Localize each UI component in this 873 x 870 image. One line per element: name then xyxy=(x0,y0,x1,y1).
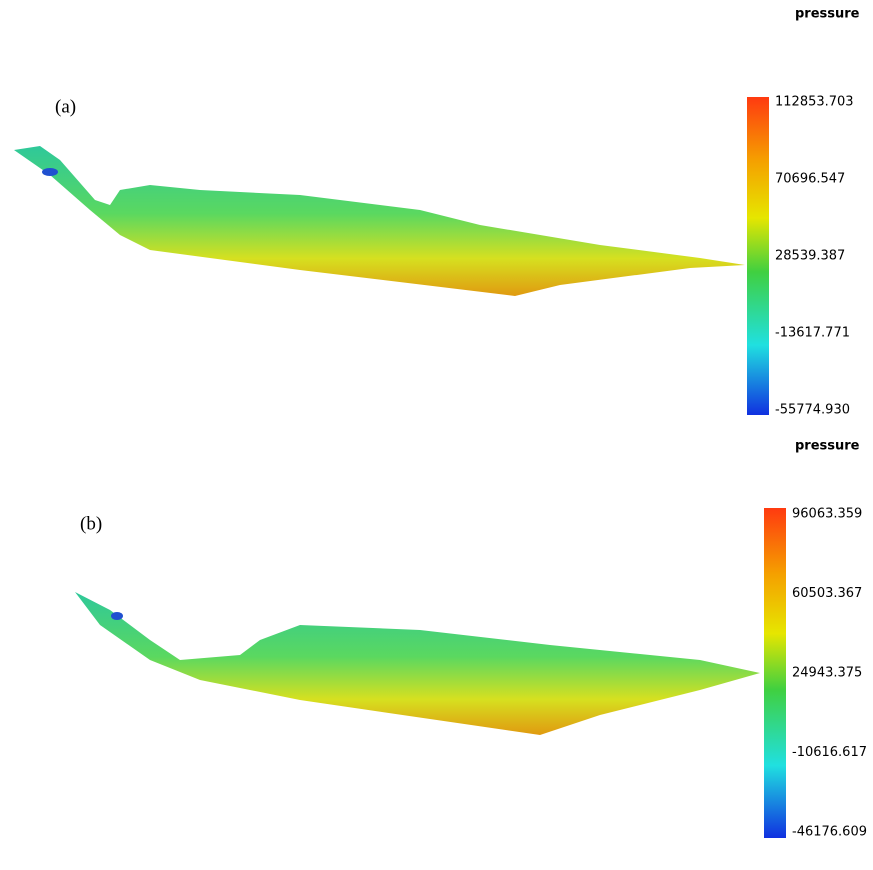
colorbar-tick-label: 112853.703 xyxy=(775,95,854,110)
colorbar-title: pressure xyxy=(795,7,860,22)
panel-label: (a) xyxy=(55,96,76,117)
panel-label: (b) xyxy=(80,513,102,534)
colorbar xyxy=(764,508,786,838)
colorbar-tick-label: 96063.359 xyxy=(792,507,862,522)
domain-shape xyxy=(14,146,745,296)
domain-shape xyxy=(75,592,760,735)
low-pressure-spot xyxy=(42,168,58,176)
colorbar xyxy=(747,97,769,415)
colorbar-tick-label: -46176.609 xyxy=(792,825,867,840)
colorbar-tick-label: -55774.930 xyxy=(775,403,850,418)
colorbar-tick-label: -10616.617 xyxy=(792,745,867,760)
colorbar-tick-label: 70696.547 xyxy=(775,172,845,187)
low-pressure-spot xyxy=(111,612,123,620)
colorbar-tick-label: -13617.771 xyxy=(775,326,850,341)
colorbar-tick-label: 60503.367 xyxy=(792,586,862,601)
colorbar-tick-label: 28539.387 xyxy=(775,249,845,264)
colorbar-tick-label: 24943.375 xyxy=(792,666,862,681)
panel-b xyxy=(75,508,786,838)
panel-a xyxy=(14,97,769,415)
colorbar-title: pressure xyxy=(795,439,860,454)
